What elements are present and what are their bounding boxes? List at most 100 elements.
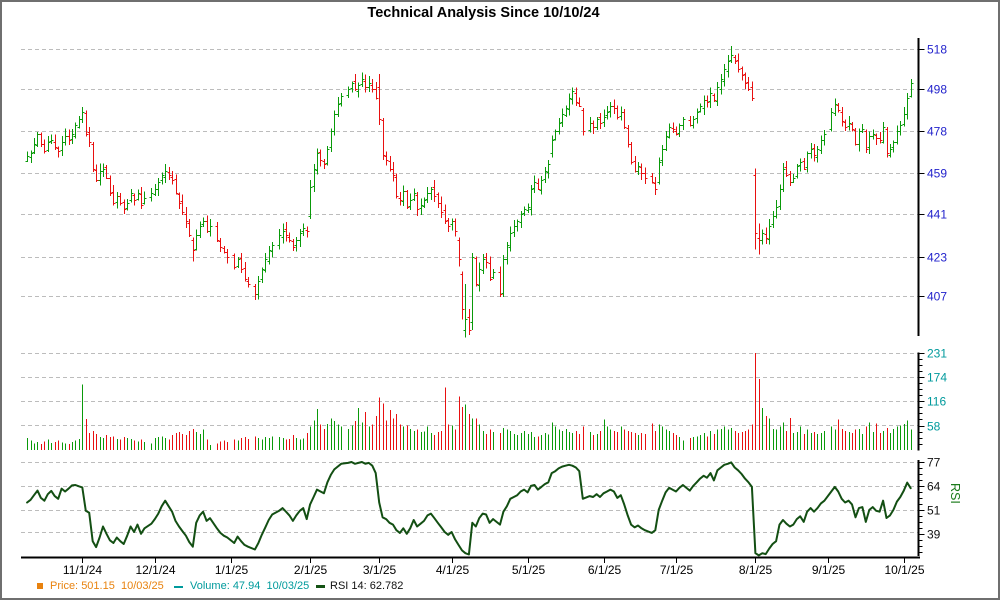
ohlc-bar — [809, 143, 814, 159]
chart-legend: Price: 501.15 10/03/25 Volume: 47.94 10/… — [2, 578, 998, 596]
ohlc-bar — [591, 120, 596, 134]
ohlc-bar — [198, 221, 203, 239]
ohlc-bar — [277, 228, 282, 250]
ohlc-bar — [633, 155, 638, 173]
ohlc-bar — [650, 173, 655, 184]
month-label: 4/1/25 — [436, 563, 470, 577]
ohlc-bar — [546, 160, 551, 179]
ohlc-bar — [891, 140, 896, 153]
ohlc-bar — [415, 192, 420, 216]
ohlc-bar — [457, 237, 462, 267]
ohlc-bar — [757, 223, 762, 255]
price-tick-label: 459 — [927, 167, 947, 181]
ohlc-bar — [270, 242, 275, 258]
ohlc-bar — [602, 109, 607, 128]
ohlc-bar — [174, 174, 179, 195]
axis-labels: 518 498 478 459 441 423 407 58 116 174 231 77 64 51 39 — [927, 43, 947, 542]
ohlc-bar — [29, 150, 34, 163]
ohlc-bar — [367, 76, 372, 92]
ohlc-bar — [287, 232, 292, 243]
ohlc-bar — [653, 177, 658, 196]
ohlc-bar — [657, 157, 662, 185]
ohlc-bar — [243, 262, 248, 282]
month-label: 11/1/24 — [63, 563, 102, 577]
month-label: 3/1/25 — [363, 563, 397, 577]
volume-legend-value: 47.94 — [232, 580, 261, 592]
ohlc-bar — [871, 129, 876, 140]
ohlc-bar — [218, 238, 223, 252]
ohlc-bar — [205, 215, 210, 233]
ohlc-bar — [660, 145, 665, 166]
ohlc-bar — [67, 129, 72, 145]
ohlc-bar — [336, 97, 341, 117]
ohlc-bar — [536, 178, 541, 190]
ohlc-bar — [550, 135, 555, 158]
ohlc-bar — [498, 266, 503, 297]
ohlc-bar — [847, 115, 852, 131]
volume-tick-label: 174 — [927, 371, 947, 385]
volume-legend: Volume: 47.94 10/03/25 — [190, 578, 309, 594]
ohlc-bar — [405, 190, 410, 209]
ohlc-bar — [163, 164, 168, 184]
ohlc-bar — [833, 98, 838, 116]
ohlc-bar — [208, 218, 213, 237]
month-label: 9/1/25 — [812, 563, 846, 577]
month-label: 10/1/25 — [884, 563, 924, 577]
ohlc-bar — [253, 283, 258, 301]
ohlc-bar — [111, 185, 116, 206]
ohlc-bar — [905, 92, 910, 120]
ohlc-bar — [139, 186, 144, 210]
price-legend: Price: 501.15 10/03/25 — [50, 578, 164, 594]
price-tick-label: 423 — [927, 251, 947, 265]
ohlc-bar — [667, 123, 672, 139]
ohlc-bar — [156, 178, 161, 197]
ohlc-bar — [201, 217, 206, 227]
ohlc-bar — [750, 81, 755, 101]
ohlc-bar — [232, 253, 237, 270]
price-tick-label: 407 — [927, 290, 947, 304]
ohlc-bar — [346, 86, 351, 99]
volume-tick-label: 231 — [927, 347, 947, 361]
rsi-tick-label: 77 — [927, 456, 941, 470]
gridlines — [21, 49, 918, 533]
ohlc-bar — [381, 118, 386, 160]
ohlc-bar — [460, 271, 465, 320]
ohlc-bar — [519, 211, 524, 229]
ohlc-bar — [60, 136, 65, 157]
ohlc-bar — [764, 227, 769, 244]
month-label: 1/1/25 — [215, 563, 249, 577]
volume-tick-label: 116 — [927, 395, 946, 409]
ohlc-bar — [70, 128, 75, 144]
ohlc-bar — [353, 74, 358, 91]
axis-ticks — [919, 49, 925, 553]
ohlc-bar — [588, 117, 593, 133]
ohlc-bar — [329, 128, 334, 152]
ohlc-bar — [291, 238, 296, 251]
ohlc-bar — [184, 207, 189, 228]
ohlc-bar — [108, 175, 113, 196]
ohlc-bar — [491, 268, 496, 279]
ohlc-bar — [84, 110, 89, 137]
ohlc-bar — [695, 108, 700, 124]
ohlc-bar — [374, 82, 379, 100]
ohlc-bar — [315, 148, 320, 175]
ohlc-bar — [256, 276, 261, 300]
month-label: 5/1/25 — [512, 563, 546, 577]
ohlc-bar — [881, 122, 886, 144]
ohlc-bar — [53, 134, 58, 150]
rsi-panel-label: RSI — [948, 483, 962, 504]
price-tick-label: 478 — [927, 125, 947, 139]
rsi-line — [26, 461, 912, 557]
ohlc-bar — [791, 173, 796, 183]
ohlc-bar — [532, 175, 537, 194]
ohlc-bar — [80, 107, 85, 123]
ohlc-bar — [888, 144, 893, 158]
ohlc-bar — [94, 164, 99, 182]
ohlc-bar — [35, 132, 40, 148]
ohlc-bar — [760, 229, 765, 245]
ohlc-bar — [263, 253, 268, 273]
ohlc-bar — [149, 188, 154, 202]
price-legend-value: 501.15 — [81, 580, 115, 592]
ohlc-bar — [612, 99, 617, 114]
